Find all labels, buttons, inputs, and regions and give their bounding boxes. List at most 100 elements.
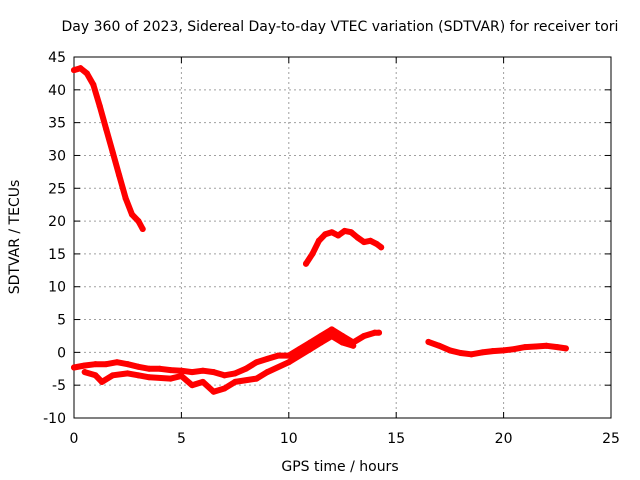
data-point	[167, 367, 174, 374]
data-point	[315, 237, 322, 244]
y-tick-label: -10	[43, 411, 66, 427]
data-point	[562, 345, 569, 352]
y-tick-label: 35	[48, 116, 66, 132]
y-tick-label: 15	[48, 247, 66, 263]
y-axis: -10 -5 0 5 10 15 20 25 30 35 40 45	[43, 50, 611, 427]
x-axis: 0 5 10 15 20 25	[70, 57, 620, 447]
y-tick-label: 25	[48, 181, 66, 197]
y-tick-label: 5	[57, 313, 66, 329]
data-point	[457, 350, 464, 357]
y-tick-label: -5	[52, 378, 66, 394]
data-point	[122, 195, 129, 202]
plot-frame	[73, 56, 612, 419]
data-point	[232, 370, 239, 377]
data-point	[92, 372, 99, 379]
data-point	[322, 231, 329, 238]
data-point	[378, 244, 385, 251]
data-point	[253, 375, 260, 382]
data-point	[232, 378, 239, 385]
data-point	[309, 250, 316, 257]
data-point	[328, 229, 335, 236]
x-tick-label: 5	[177, 431, 186, 447]
data-point	[543, 342, 550, 349]
grid	[74, 57, 611, 418]
data-point	[116, 172, 123, 179]
data-point	[376, 329, 383, 336]
data-point	[135, 218, 142, 225]
data-point	[83, 70, 90, 77]
data-point	[285, 352, 292, 359]
data-point	[221, 372, 228, 379]
chart-title: Day 360 of 2023, Sidereal Day-to-day VTE…	[62, 19, 619, 35]
data-point	[98, 378, 105, 385]
data-point	[199, 378, 206, 385]
data-point	[500, 347, 507, 354]
data-point	[167, 375, 174, 382]
data-point	[146, 374, 153, 381]
data-point	[128, 211, 135, 218]
data-point	[253, 359, 260, 366]
data-point	[302, 260, 309, 267]
data-point	[124, 370, 131, 377]
data-point	[318, 339, 325, 346]
data-point	[146, 365, 153, 372]
data-point	[90, 81, 97, 88]
data-point	[373, 241, 380, 248]
x-tick-label: 25	[602, 431, 620, 447]
data-point	[275, 352, 282, 359]
data-point	[489, 348, 496, 355]
data-point	[532, 343, 539, 350]
data-point	[178, 367, 185, 374]
data-point	[264, 369, 271, 376]
data-point	[318, 332, 325, 339]
data-point	[96, 103, 103, 110]
data-point	[77, 65, 84, 72]
data-point	[522, 344, 529, 351]
data-point	[178, 372, 185, 379]
y-tick-label: 45	[48, 50, 66, 66]
data-point	[71, 67, 77, 74]
y-axis-label: SDTVAR / TECUs	[7, 180, 23, 295]
data-point	[511, 346, 518, 353]
data-point	[124, 361, 131, 368]
data-point	[339, 332, 346, 339]
data-point	[113, 359, 120, 366]
data-point	[210, 388, 217, 395]
data-point	[341, 227, 348, 234]
x-tick-label: 15	[387, 431, 405, 447]
data-point	[367, 237, 374, 244]
data-point	[554, 344, 561, 351]
data-point	[103, 126, 110, 133]
data-point	[135, 363, 142, 370]
data-point	[328, 326, 335, 333]
data-point	[307, 346, 314, 353]
data-point	[210, 369, 217, 376]
data-point	[446, 347, 453, 354]
data-point	[103, 361, 110, 368]
y-tick-label: 40	[48, 83, 66, 99]
data-point	[189, 382, 196, 389]
data-point	[348, 229, 355, 236]
y-tick-label: 0	[57, 345, 66, 361]
data-point	[339, 339, 346, 346]
data-point	[92, 361, 99, 368]
x-tick-label: 10	[280, 431, 298, 447]
data-point	[139, 225, 146, 232]
data-point	[360, 239, 367, 246]
data-point	[109, 149, 116, 156]
data-point	[156, 365, 163, 372]
data-point	[285, 359, 292, 366]
data-point	[307, 339, 314, 346]
data-point	[199, 367, 206, 374]
data-point	[81, 362, 88, 369]
y-tick-label: 30	[48, 148, 66, 164]
y-tick-label: 10	[48, 280, 66, 296]
data-point	[479, 349, 486, 356]
data-point	[468, 351, 475, 358]
data-point	[328, 332, 335, 339]
series-midday-hump	[303, 227, 385, 267]
series-low-band-lower	[81, 333, 357, 395]
y-tick-label: 20	[48, 214, 66, 230]
data-point	[189, 369, 196, 376]
data-point	[335, 232, 342, 239]
